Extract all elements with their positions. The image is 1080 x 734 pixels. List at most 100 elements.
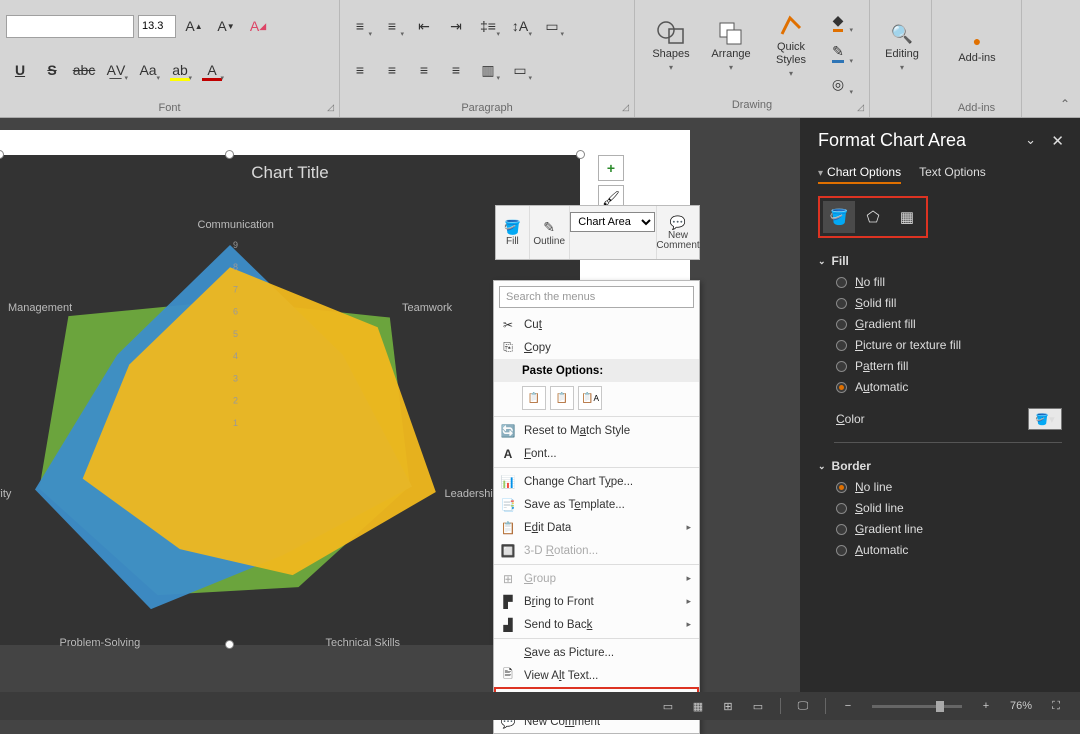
chart-options-tab[interactable]: ▾Chart Options <box>818 165 901 184</box>
align-center-button[interactable]: ≡ <box>378 56 406 84</box>
resize-handle[interactable] <box>576 150 585 159</box>
dec-indent-button[interactable]: ⇤ <box>410 12 438 40</box>
resize-handle[interactable] <box>225 640 234 649</box>
paste-keep-source[interactable]: 📋 <box>522 386 546 410</box>
columns-button[interactable]: ▥▾ <box>474 56 502 84</box>
ctx-copy[interactable]: ⎘Copy <box>494 336 699 359</box>
ctx-cut[interactable]: ✂Cut <box>494 313 699 336</box>
char-spacing-button[interactable]: A͟V▾ <box>102 56 130 84</box>
border-section-header[interactable]: ⌄Border <box>818 459 1062 473</box>
fill-solid-radio[interactable]: Solid fill <box>836 296 1062 310</box>
menu-search-input[interactable]: Search the menus <box>499 286 694 308</box>
zoom-in-button[interactable]: + <box>972 695 1000 717</box>
ctx-alt-text[interactable]: 🖹View Alt Text... <box>494 664 699 687</box>
mini-comment-button[interactable]: 💬New Comment <box>657 206 699 259</box>
chart-element-dropdown[interactable]: Chart Area <box>570 212 655 232</box>
fill-section-header[interactable]: ⌄Fill <box>818 254 1062 268</box>
zoom-level[interactable]: 76% <box>1010 700 1032 712</box>
shape-effects-button[interactable]: ◎▾ <box>821 70 855 98</box>
justify-button[interactable]: ≡ <box>442 56 470 84</box>
mini-element-select[interactable]: Chart Area <box>570 206 657 259</box>
slideshow-button[interactable]: 🖵 <box>789 695 817 717</box>
fill-auto-radio[interactable]: Automatic <box>836 380 1062 394</box>
shape-fill-button[interactable]: ◆▾ <box>821 8 855 36</box>
sorter-view-button[interactable]: ⊞ <box>714 695 742 717</box>
change-case-button[interactable]: Aa▾ <box>134 56 162 84</box>
shrink-font-button[interactable]: A▼ <box>212 12 240 40</box>
ctx-reset[interactable]: 🔄Reset to Match Style <box>494 419 699 442</box>
size-props-icon[interactable]: ▦ <box>891 201 923 233</box>
strike-button[interactable]: S <box>38 56 66 84</box>
font-launcher-icon[interactable]: ◿ <box>324 100 337 115</box>
quickstyles-icon <box>778 14 804 38</box>
text-direction-button[interactable]: ↕A▾ <box>506 12 534 40</box>
drawing-launcher-icon[interactable]: ◿ <box>854 100 867 115</box>
border-none-radio[interactable]: No line <box>836 480 1062 494</box>
reading-view-button[interactable]: ▭ <box>744 695 772 717</box>
chart-elements-button[interactable]: + <box>598 155 624 181</box>
resize-handle[interactable] <box>225 150 234 159</box>
highlight-button[interactable]: ab▾ <box>166 56 194 84</box>
align-right-button[interactable]: ≡ <box>410 56 438 84</box>
effects-icon[interactable]: ⬠ <box>857 201 889 233</box>
zoom-slider[interactable] <box>872 705 962 708</box>
fill-color-button[interactable]: 🪣▾ <box>1028 408 1062 430</box>
editing-button[interactable]: 🔍 Editing▾ <box>876 4 928 92</box>
numbering-button[interactable]: ≡▾ <box>378 12 406 40</box>
ctx-send-back[interactable]: ▟Send to Back▸ <box>494 613 699 636</box>
format-pane-options-button[interactable]: ⌄ <box>1025 132 1036 148</box>
quick-styles-button[interactable]: Quick Styles▾ <box>761 2 821 90</box>
border-solid-radio[interactable]: Solid line <box>836 501 1062 515</box>
arrange-button[interactable]: Arrange▾ <box>701 2 761 90</box>
mini-outline-button[interactable]: ✎Outline <box>530 206 570 259</box>
drawing-group: Shapes▾ Arrange▾ Quick Styles▾ ◆▾ ✎▾ ◎▾ … <box>635 0 870 117</box>
ctx-change-type[interactable]: 📊Change Chart Type... <box>494 470 699 493</box>
grow-font-button[interactable]: A▲ <box>180 12 208 40</box>
group-icon: ⊞ <box>500 571 516 587</box>
fill-picture-radio[interactable]: Picture or texture fill <box>836 338 1062 352</box>
normal-view-button[interactable]: ▦ <box>684 695 712 717</box>
back-icon: ▟ <box>500 617 516 633</box>
paragraph-launcher-icon[interactable]: ◿ <box>619 100 632 115</box>
font-family-input[interactable] <box>6 15 134 38</box>
fit-window-button[interactable]: ⛶ <box>1042 695 1070 717</box>
format-pane-close-button[interactable]: ✕ <box>1051 132 1064 150</box>
ribbon: A▲ A▼ A◢ U S abc A͟V▾ Aa▾ ab▾ A▾ Font ◿ … <box>0 0 1080 118</box>
double-strike-button[interactable]: abc <box>70 56 98 84</box>
paste-text-only[interactable]: 📋A <box>578 386 602 410</box>
clear-format-button[interactable]: A◢ <box>244 12 272 40</box>
radar-axis-label: Creativity <box>0 488 11 500</box>
font-color-button[interactable]: A▾ <box>198 56 226 84</box>
fill-pattern-radio[interactable]: Pattern fill <box>836 359 1062 373</box>
ctx-edit-data[interactable]: 📋Edit Data▸ <box>494 516 699 539</box>
ctx-bring-front[interactable]: ▛Bring to Front▸ <box>494 590 699 613</box>
fill-line-icon[interactable]: 🪣 <box>823 201 855 233</box>
shapes-button[interactable]: Shapes▾ <box>641 2 701 90</box>
zoom-out-button[interactable]: − <box>834 695 862 717</box>
bullets-button[interactable]: ≡▾ <box>346 12 374 40</box>
shape-outline-button[interactable]: ✎▾ <box>821 39 855 67</box>
svg-text:9: 9 <box>233 240 238 250</box>
paste-dest-theme[interactable]: 📋 <box>550 386 574 410</box>
smartart-button[interactable]: ▭▾ <box>506 56 534 84</box>
font-size-input[interactable] <box>138 15 176 38</box>
fill-gradient-radio[interactable]: Gradient fill <box>836 317 1062 331</box>
notes-button[interactable]: ▭ <box>654 695 682 717</box>
border-gradient-radio[interactable]: Gradient line <box>836 522 1062 536</box>
inc-indent-button[interactable]: ⇥ <box>442 12 470 40</box>
addins-button[interactable]: ● Add-ins <box>938 4 1016 92</box>
line-spacing-button[interactable]: ‡≡▾ <box>474 12 502 40</box>
paragraph-group: ≡▾ ≡▾ ⇤ ⇥ ‡≡▾ ↕A▾ ▭▾ ≡ ≡ ≡ ≡ ▥▾ ▭▾ Parag… <box>340 0 635 117</box>
ctx-font[interactable]: AFont... <box>494 442 699 465</box>
svg-text:5: 5 <box>233 329 238 339</box>
ctx-save-template[interactable]: 📑Save as Template... <box>494 493 699 516</box>
ctx-save-picture[interactable]: Save as Picture... <box>494 641 699 664</box>
collapse-ribbon-button[interactable]: ⌃ <box>1060 97 1070 111</box>
mini-fill-button[interactable]: 🪣Fill <box>496 206 530 259</box>
underline-button[interactable]: U <box>6 56 34 84</box>
border-auto-radio[interactable]: Automatic <box>836 543 1062 557</box>
fill-none-radio[interactable]: No fill <box>836 275 1062 289</box>
align-left-button[interactable]: ≡ <box>346 56 374 84</box>
text-options-tab[interactable]: Text Options <box>919 165 986 184</box>
align-text-button[interactable]: ▭▾ <box>538 12 566 40</box>
